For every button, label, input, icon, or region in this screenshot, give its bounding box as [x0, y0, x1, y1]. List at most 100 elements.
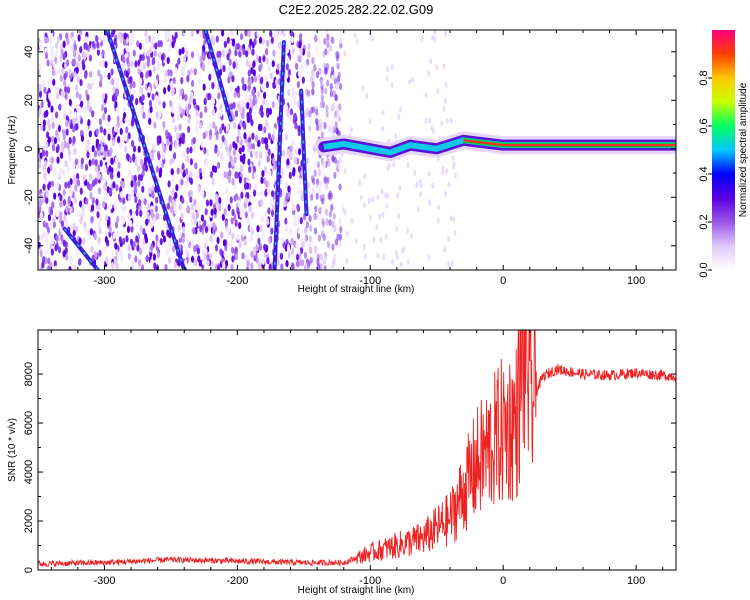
noise-cell	[91, 197, 95, 205]
noise-cell	[165, 247, 169, 256]
noise-cell	[52, 78, 56, 86]
noise-cell	[91, 79, 95, 87]
noise-cell	[338, 218, 342, 226]
noise-cell	[437, 204, 441, 211]
noise-cell	[216, 161, 221, 169]
noise-cell	[101, 60, 105, 69]
noise-cell	[261, 169, 265, 178]
noise-cell	[62, 188, 66, 197]
noise-cell	[436, 217, 440, 224]
noise-cell	[221, 123, 225, 131]
y-tick-label: 8000	[23, 362, 35, 386]
noise-cell	[116, 215, 120, 223]
noise-cell	[134, 60, 138, 68]
noise-cell	[338, 157, 342, 164]
noise-cell	[87, 82, 91, 90]
noise-cell	[103, 193, 108, 201]
noise-cell	[291, 47, 295, 55]
noise-cell	[231, 246, 235, 254]
noise-cell	[236, 152, 241, 160]
noise-cell	[88, 159, 92, 167]
noise-cell	[139, 209, 143, 218]
noise-cell	[103, 106, 108, 115]
noise-cell	[76, 60, 80, 69]
noise-cell	[276, 259, 280, 267]
noise-cell	[167, 84, 171, 92]
noise-cell	[141, 185, 145, 193]
noise-cell	[228, 144, 233, 152]
noise-cell	[65, 128, 69, 136]
noise-cell	[306, 156, 310, 165]
noise-cell	[140, 264, 145, 270]
noise-cell	[231, 75, 235, 83]
noise-cell	[169, 100, 173, 108]
noise-cell	[314, 46, 319, 54]
noise-cell	[163, 145, 167, 153]
noise-cell	[146, 70, 150, 78]
noise-cell	[241, 145, 245, 153]
noise-cell	[246, 216, 250, 224]
noise-cell	[311, 106, 316, 114]
noise-cell	[226, 36, 230, 44]
x-tick-label: -100	[359, 275, 381, 287]
noise-cell	[122, 237, 126, 245]
y-tick-label: -20	[23, 189, 35, 205]
noise-cell	[89, 183, 93, 191]
noise-cell	[56, 36, 60, 44]
noise-cell	[257, 260, 261, 268]
noise-cell	[195, 126, 199, 134]
noise-cell	[106, 149, 111, 157]
noise-cell	[88, 70, 93, 79]
noise-cell	[147, 86, 151, 94]
noise-cell	[77, 114, 81, 123]
noise-cell	[323, 255, 327, 263]
spectrogram-frame	[37, 29, 677, 271]
noise-cell	[39, 250, 43, 258]
noise-cell	[63, 72, 67, 81]
noise-cell	[113, 202, 117, 210]
x-tick-label: 0	[500, 275, 506, 287]
noise-cell	[152, 253, 157, 261]
noise-cell	[69, 188, 73, 197]
noise-cell	[320, 79, 324, 87]
noise-cell	[394, 249, 398, 256]
noise-cell	[309, 224, 313, 232]
noise-cell	[315, 108, 319, 116]
noise-cell	[219, 142, 223, 150]
noise-cell	[186, 205, 191, 213]
noise-cell	[230, 30, 234, 35]
noise-cell	[241, 230, 246, 238]
noise-cell	[132, 145, 137, 153]
noise-cell	[49, 76, 53, 85]
noise-cell	[91, 40, 95, 49]
noise-cell	[83, 52, 87, 61]
noise-cell	[387, 162, 391, 169]
noise-cell	[68, 68, 72, 76]
noise-cell	[245, 266, 250, 270]
noise-cell	[362, 202, 366, 209]
noise-cell	[66, 165, 70, 173]
noise-cell	[97, 236, 101, 245]
noise-cell	[372, 236, 376, 243]
noise-cell	[41, 261, 45, 269]
noise-cell	[59, 211, 63, 219]
noise-cell	[147, 35, 152, 43]
noise-cell	[338, 183, 342, 191]
noise-cell	[144, 232, 148, 241]
noise-cell	[130, 225, 134, 233]
noise-cell	[354, 237, 358, 244]
noise-cell	[148, 186, 152, 195]
noise-cell	[171, 199, 176, 207]
noise-cell	[311, 81, 315, 89]
noise-cell	[335, 127, 339, 135]
noise-cell	[57, 67, 62, 75]
noise-cell	[199, 31, 203, 40]
noise-cell	[359, 194, 363, 201]
noise-cell	[248, 78, 252, 86]
noise-cell	[54, 85, 59, 93]
noise-cell	[79, 216, 83, 224]
noise-cell	[358, 179, 362, 186]
noise-cell	[178, 48, 182, 56]
noise-cell	[142, 164, 146, 172]
noise-cell	[181, 67, 185, 75]
